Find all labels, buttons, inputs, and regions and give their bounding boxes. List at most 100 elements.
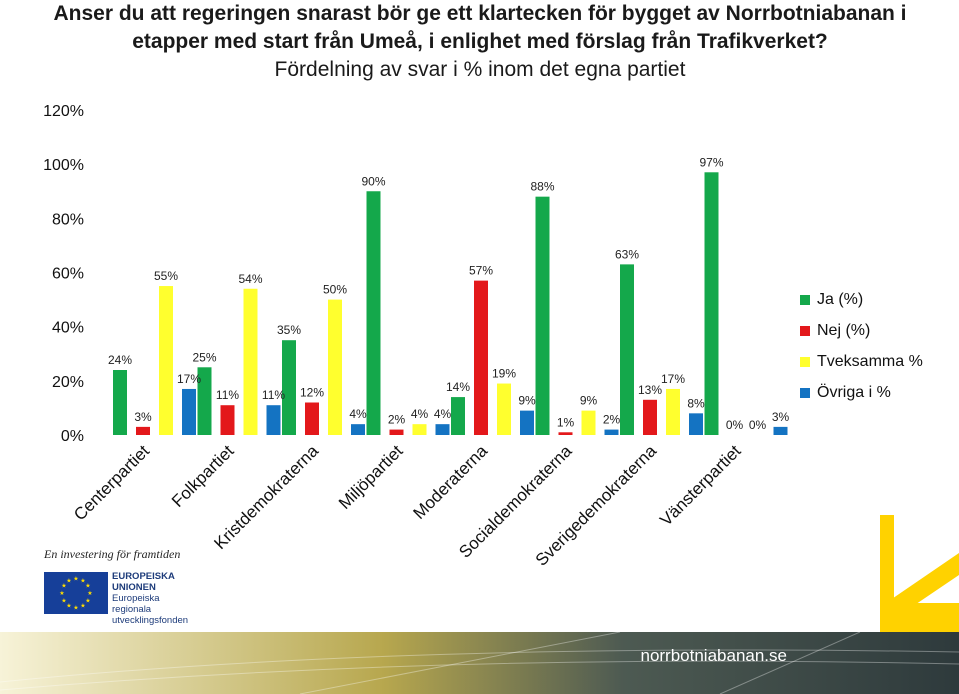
- x-tick-label: Folkpartiet: [168, 441, 238, 511]
- bar: [497, 383, 511, 435]
- x-tick-label: Moderaterna: [409, 441, 491, 523]
- data-label: 11%: [262, 388, 285, 402]
- bar: [305, 402, 319, 435]
- eu-text-line-4: regionala: [112, 604, 152, 615]
- data-label: 97%: [699, 155, 723, 169]
- eu-logo-text: EUROPEISKA UNIONEN Europeiska regionala …: [112, 571, 188, 626]
- svg-text:★: ★: [66, 578, 71, 585]
- footer-url-link[interactable]: norrbotniabanan.se: [640, 646, 787, 665]
- data-label: 19%: [492, 367, 516, 381]
- data-label: 4%: [349, 407, 367, 421]
- data-label: 24%: [108, 353, 132, 367]
- svg-text:★: ★: [66, 603, 71, 610]
- svg-text:★: ★: [85, 598, 90, 605]
- data-label: 88%: [530, 180, 554, 194]
- svg-text:★: ★: [80, 603, 85, 610]
- data-label: 13%: [638, 383, 662, 397]
- bar: [366, 191, 381, 435]
- legend-label-ja: Ja (%): [817, 290, 864, 308]
- data-label: 14%: [446, 380, 470, 394]
- data-label: 2%: [603, 413, 621, 427]
- x-tick-label: Centerpartiet: [70, 441, 153, 524]
- data-label: 63%: [615, 247, 639, 261]
- bar: [535, 196, 550, 435]
- x-tick-label: Vänsterpartiet: [656, 441, 744, 529]
- y-tick-label: 80%: [52, 211, 84, 228]
- bar: [243, 288, 258, 435]
- data-label: 4%: [411, 407, 429, 421]
- legend-swatch-tveksamma: [800, 356, 810, 367]
- y-tick-label: 60%: [52, 266, 84, 283]
- legend-label-nej: Nej (%): [817, 321, 871, 339]
- bar: [620, 264, 634, 435]
- bar: [197, 367, 212, 435]
- y-tick-label: 100%: [43, 157, 84, 174]
- svg-text:★: ★: [73, 605, 78, 612]
- legend-swatch-ja: [800, 294, 810, 305]
- bar: [159, 286, 173, 435]
- chart-legend: Ja (%) Nej (%) Tveksamma % Övriga i %: [800, 284, 923, 408]
- eu-text-line-1: EUROPEISKA: [112, 571, 175, 582]
- bar: [435, 424, 450, 435]
- data-label: 9%: [580, 394, 598, 408]
- data-label: 54%: [238, 272, 262, 286]
- data-label: 17%: [661, 372, 685, 386]
- legend-label-ovriga: Övriga i %: [817, 383, 891, 401]
- bar: [643, 399, 657, 435]
- data-label: 90%: [361, 174, 385, 188]
- chart-subtitle: Fördelning av svar i % inom det egna par…: [274, 58, 686, 81]
- legend-swatch-nej: [800, 325, 810, 336]
- data-label: 0%: [749, 418, 767, 432]
- bar: [412, 424, 427, 435]
- data-label: 2%: [388, 413, 406, 427]
- bar-chart: 0% 20% 40% 60% 80% 100% 120% 24% 25% 35% 90% 14% 88%…: [43, 103, 790, 570]
- data-label: 0%: [726, 418, 744, 432]
- data-label: 12%: [300, 386, 324, 400]
- eu-flag-icon: ★ ★★ ★★★ ★★★ ★★★: [44, 572, 108, 614]
- svg-text:★: ★: [87, 590, 92, 597]
- data-label: 3%: [772, 410, 790, 424]
- svg-text:★: ★: [73, 576, 78, 583]
- legend-item-tveksamma: Tveksamma %: [800, 346, 923, 377]
- data-label: 8%: [687, 396, 705, 410]
- bar: [451, 397, 465, 435]
- legend-swatch-ovriga: [800, 387, 810, 398]
- bar: [389, 429, 404, 435]
- y-tick-label: 120%: [43, 103, 84, 120]
- eu-text-line-3: Europeiska: [112, 593, 160, 604]
- bar: [558, 432, 573, 435]
- bar: [351, 424, 365, 435]
- data-label: 55%: [154, 269, 178, 283]
- bar: [666, 388, 680, 435]
- bar: [704, 172, 719, 435]
- data-label: 9%: [518, 394, 536, 408]
- bar: [773, 426, 788, 435]
- eu-text-line-5: utvecklingsfonden: [112, 615, 189, 626]
- bar: [581, 410, 596, 435]
- svg-text:★: ★: [61, 598, 66, 605]
- svg-text:★: ★: [80, 578, 85, 585]
- bar: [220, 405, 235, 435]
- y-tick-label: 20%: [52, 374, 84, 391]
- data-label: 50%: [323, 283, 347, 297]
- y-tick-label: 0%: [61, 428, 84, 445]
- data-label: 3%: [134, 410, 152, 424]
- rail-lines-decoration: [0, 632, 959, 694]
- legend-label-tveksamma: Tveksamma %: [817, 352, 923, 370]
- footer-banner: norrbotniabanan.se: [0, 632, 959, 694]
- eu-text-line-2: UNIONEN: [112, 582, 156, 593]
- chart-title: Anser du att regeringen snarast bör ge e…: [53, 2, 907, 53]
- bar: [266, 405, 281, 435]
- legend-item-nej: Nej (%): [800, 315, 923, 346]
- data-label: 11%: [216, 388, 239, 402]
- data-label: 17%: [177, 372, 201, 386]
- legend-item-ja: Ja (%): [800, 284, 923, 315]
- svg-text:★: ★: [59, 590, 64, 597]
- data-label: 35%: [277, 323, 301, 337]
- x-tick-label: Miljöpartiet: [335, 441, 407, 513]
- data-label: 57%: [469, 264, 493, 278]
- bar: [113, 370, 127, 435]
- bar: [182, 388, 196, 435]
- eu-tagline: En investering för framtiden: [44, 547, 181, 561]
- bar: [604, 429, 619, 435]
